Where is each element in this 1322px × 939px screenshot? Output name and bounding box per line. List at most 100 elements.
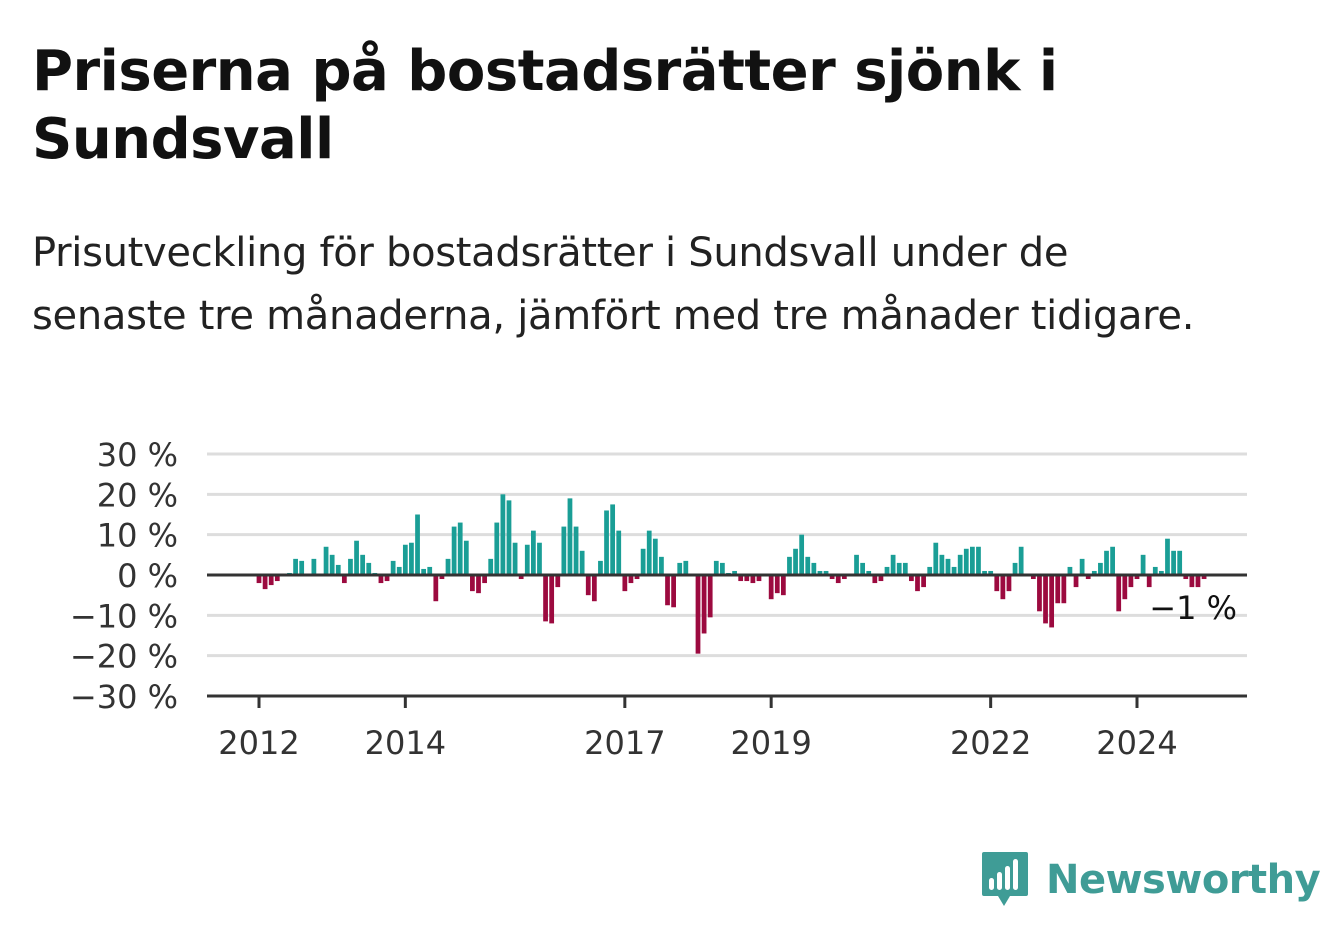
bar — [415, 514, 420, 575]
bar — [585, 575, 591, 596]
bar — [1110, 546, 1115, 575]
bar — [1171, 550, 1176, 575]
x-tick-label: 2019 — [730, 724, 811, 762]
bar — [750, 575, 756, 584]
y-tick-label: 10 % — [97, 517, 178, 555]
bar — [1152, 566, 1158, 575]
bar — [506, 500, 512, 575]
bar — [659, 556, 664, 575]
bar — [390, 560, 396, 575]
bar — [433, 575, 439, 602]
bar — [610, 504, 616, 575]
bar — [878, 575, 884, 582]
bar — [652, 538, 658, 575]
bar — [561, 526, 567, 575]
bar — [531, 530, 536, 575]
bar — [1067, 566, 1073, 575]
y-tick-label: −20 % — [70, 638, 178, 676]
bar — [293, 558, 298, 575]
bar — [1146, 575, 1152, 588]
bar — [921, 575, 926, 588]
bar — [1043, 575, 1048, 624]
y-tick-label: −10 % — [70, 597, 178, 635]
bar — [622, 575, 628, 592]
bar — [720, 562, 725, 575]
grid-lines — [207, 452, 1247, 658]
y-tick-label: −30 % — [70, 678, 178, 716]
bar — [976, 546, 981, 575]
bar — [500, 494, 506, 575]
bar — [555, 575, 561, 588]
bars — [256, 494, 1207, 654]
bar — [756, 575, 762, 582]
bar — [841, 575, 847, 580]
bar — [421, 568, 427, 575]
bar — [963, 548, 969, 575]
bar — [909, 575, 914, 582]
bar — [939, 554, 945, 575]
bar — [1159, 570, 1164, 575]
bar — [860, 562, 866, 575]
brand-name: Newsworthy — [1046, 857, 1321, 903]
x-tick-label: 2024 — [1096, 724, 1177, 762]
bar — [787, 556, 792, 575]
bar — [732, 570, 737, 575]
y-axis-labels: 30 %20 %10 %0 %−10 %−20 %−30 % — [70, 436, 178, 716]
bar — [677, 562, 683, 575]
bar — [427, 566, 433, 575]
bar — [457, 522, 463, 575]
bar — [933, 542, 939, 575]
bar — [1098, 562, 1103, 575]
bar — [567, 498, 573, 575]
bar — [713, 560, 719, 575]
bar — [579, 550, 585, 575]
bar — [866, 570, 872, 575]
bar — [890, 554, 896, 575]
x-tick-label: 2017 — [584, 724, 665, 762]
bar — [1061, 575, 1067, 604]
bar — [518, 575, 524, 580]
bar — [902, 562, 908, 575]
bar — [805, 556, 811, 575]
bar — [1049, 575, 1055, 628]
y-tick-label: 0 % — [117, 557, 178, 595]
bar — [1012, 562, 1018, 575]
bar — [409, 542, 414, 575]
bar — [1128, 575, 1134, 588]
bar — [591, 575, 597, 602]
x-axis-labels: 2012 2014 2017 2019 2022 2024 — [218, 724, 1177, 762]
bar — [335, 564, 341, 575]
bar — [378, 575, 384, 584]
bar — [1079, 558, 1085, 575]
bar — [512, 542, 518, 575]
bar — [927, 566, 933, 575]
bar — [482, 575, 487, 584]
bar — [835, 575, 841, 584]
bar — [1189, 575, 1195, 588]
bar — [1134, 575, 1140, 580]
bar — [360, 554, 366, 575]
bar — [537, 542, 542, 575]
bar — [671, 575, 676, 608]
bar — [1140, 554, 1146, 575]
bar — [348, 558, 353, 575]
bar — [1037, 575, 1042, 612]
x-tick-label: 2014 — [365, 724, 446, 762]
bar — [476, 575, 481, 594]
chart-subtitle: Prisutveckling för bostadsrätter i Sunds… — [32, 230, 1195, 339]
bar — [896, 562, 902, 575]
bar — [811, 562, 817, 575]
bar — [994, 575, 1000, 592]
bar — [604, 510, 609, 575]
bar — [445, 558, 451, 575]
bar — [793, 548, 798, 575]
bar — [402, 544, 408, 575]
bar — [256, 575, 262, 584]
y-tick-label: 20 % — [97, 476, 178, 514]
bar — [268, 575, 274, 586]
bar — [1195, 575, 1201, 588]
bar — [1104, 550, 1109, 575]
bar — [488, 558, 494, 575]
bar — [366, 562, 372, 575]
bar — [549, 575, 555, 624]
